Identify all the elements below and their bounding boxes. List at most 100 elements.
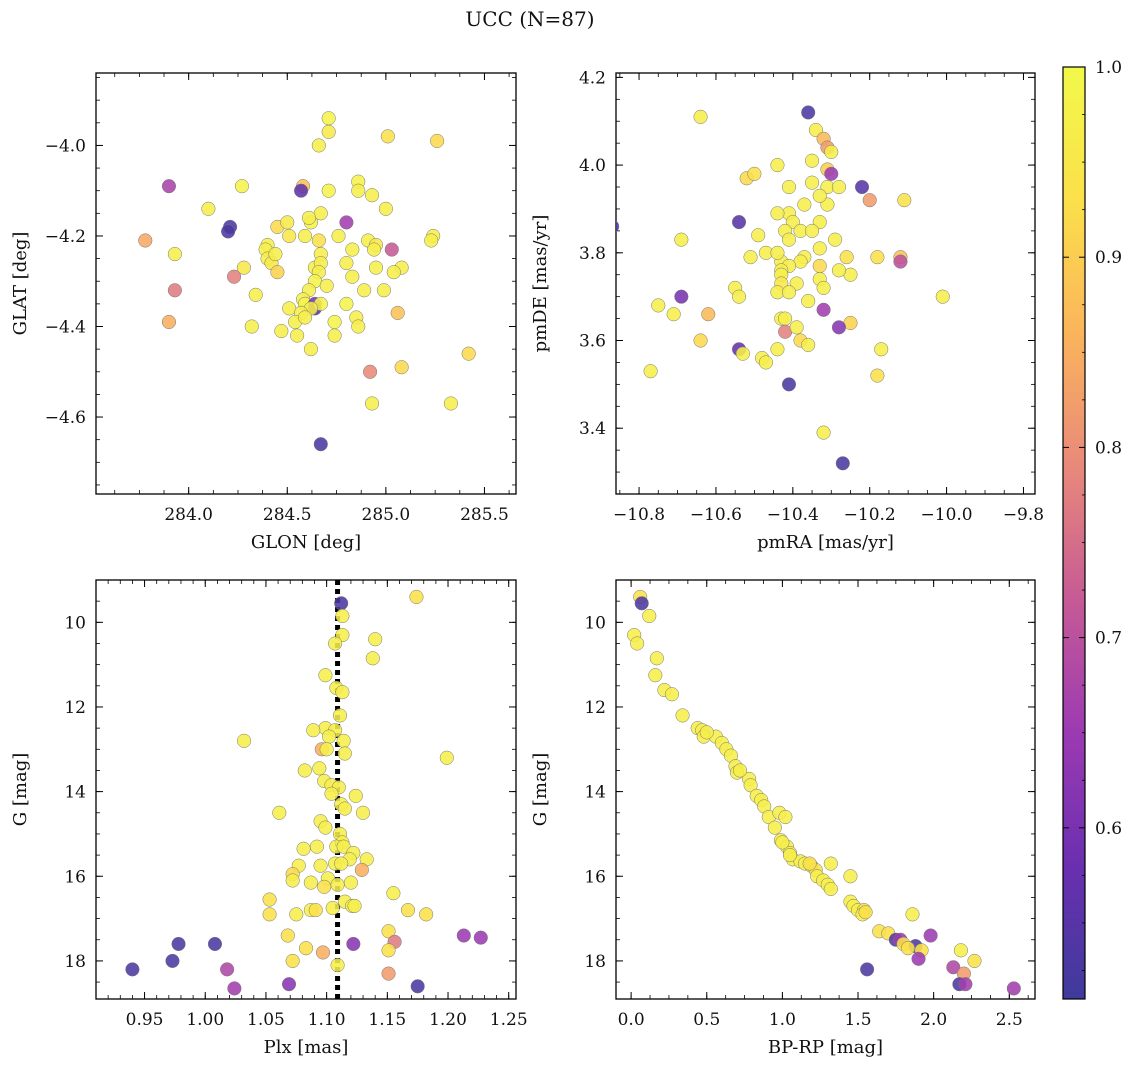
scatter-point xyxy=(473,930,488,945)
x-tick-label: 0.95 xyxy=(126,1010,164,1030)
scatter-point xyxy=(312,761,327,776)
scatter-point xyxy=(693,333,708,348)
x-tick-label: −10.2 xyxy=(844,505,896,525)
scatter-point xyxy=(303,875,318,890)
scatter-point xyxy=(328,636,343,651)
scatter-point xyxy=(282,228,297,244)
y-tick-label: −4.6 xyxy=(45,408,86,428)
scatter-point xyxy=(770,342,785,357)
scatter-point xyxy=(743,250,758,265)
panel-glon-glat: 284.0 284.5 285.0 285.5 −4.6 −4.4 −4.2 −4.0 GLON… xyxy=(10,72,517,553)
scatter-point xyxy=(318,668,333,683)
scatter-point xyxy=(366,242,382,257)
scatter-point xyxy=(380,129,395,144)
scatter-point xyxy=(958,977,973,992)
scatter-point xyxy=(319,278,334,293)
scatter-point xyxy=(743,778,758,793)
scatter-point xyxy=(693,109,708,124)
scatter-point xyxy=(167,247,182,262)
scatter-point xyxy=(390,305,405,320)
colorbar-tick-label: 0.8 xyxy=(1095,438,1122,458)
y-tick-label: 16 xyxy=(64,867,86,887)
scatter-point xyxy=(775,835,790,850)
scatter-point xyxy=(870,368,885,383)
scatter-point xyxy=(308,903,323,918)
y-tick-label: 10 xyxy=(64,613,86,633)
data-points xyxy=(125,580,488,999)
axes-frame xyxy=(615,72,1036,495)
scatter-point xyxy=(651,298,666,313)
scatter-point xyxy=(282,301,297,316)
y-axis-label: G [mag] xyxy=(10,753,31,826)
scatter-point xyxy=(781,285,797,300)
y-tick-label: 3.4 xyxy=(579,419,606,439)
scatter-point xyxy=(365,651,380,666)
scatter-point xyxy=(409,589,424,604)
scatter-point xyxy=(363,364,378,379)
y-tick-label: 16 xyxy=(584,867,606,887)
scatter-point xyxy=(642,608,657,624)
data-points xyxy=(138,111,476,452)
scatter-point xyxy=(781,179,797,195)
scatter-point xyxy=(767,820,782,835)
scatter-point xyxy=(843,869,858,884)
y-tick-label: 18 xyxy=(64,952,86,972)
scatter-point xyxy=(161,179,177,194)
scatter-point xyxy=(816,302,831,317)
scatter-point xyxy=(339,256,354,271)
scatter-point xyxy=(643,364,658,379)
y-tick-label: 18 xyxy=(584,952,606,972)
x-tick-label: 1.0 xyxy=(769,1010,796,1030)
scatter-point xyxy=(804,153,820,168)
scatter-point xyxy=(824,166,839,181)
scatter-point xyxy=(306,723,321,738)
scatter-point xyxy=(410,979,425,994)
scatter-point xyxy=(381,943,396,958)
scatter-point xyxy=(207,936,223,952)
scatter-point xyxy=(365,396,380,411)
scatter-point xyxy=(699,725,714,740)
data-points xyxy=(616,105,950,471)
x-tick-label: 1.10 xyxy=(308,1010,346,1030)
scatter-point xyxy=(327,314,342,330)
scatter-point xyxy=(321,124,336,139)
scatter-point xyxy=(125,962,140,977)
scatter-point xyxy=(347,898,362,913)
scatter-point xyxy=(394,360,409,375)
scatter-point xyxy=(812,258,827,274)
scatter-point xyxy=(309,839,324,854)
scatter-point xyxy=(285,873,300,888)
scatter-point xyxy=(262,892,277,907)
scatter-point xyxy=(675,708,690,723)
scatter-point xyxy=(285,953,300,968)
scatter-point xyxy=(321,183,336,198)
scatter-point xyxy=(897,193,912,208)
scatter-point xyxy=(701,307,716,322)
scatter-point xyxy=(351,319,366,334)
scatter-point xyxy=(171,936,186,952)
scatter-point xyxy=(835,456,850,471)
scatter-point xyxy=(280,215,295,230)
x-tick-label: 1.05 xyxy=(247,1010,285,1030)
scatter-point xyxy=(758,355,773,370)
scatter-point xyxy=(831,320,847,335)
scatter-point xyxy=(351,183,366,198)
scatter-point xyxy=(935,289,950,304)
scatter-point xyxy=(870,250,885,265)
colorbar-tick-label: 1.0 xyxy=(1095,58,1122,78)
scatter-point xyxy=(801,293,816,309)
x-tick-label: 1.25 xyxy=(490,1010,528,1030)
y-tick-label: 12 xyxy=(584,698,606,718)
scatter-point xyxy=(816,425,831,440)
scatter-point xyxy=(318,820,333,835)
scatter-point xyxy=(165,953,180,968)
scatter-point xyxy=(334,856,349,871)
x-tick-label: 2.0 xyxy=(920,1010,947,1030)
scatter-point xyxy=(839,250,854,265)
scatter-point xyxy=(648,668,663,683)
scatter-point xyxy=(381,924,396,939)
scatter-point xyxy=(823,881,838,897)
scatter-point xyxy=(281,977,297,992)
scatter-point xyxy=(167,283,182,298)
